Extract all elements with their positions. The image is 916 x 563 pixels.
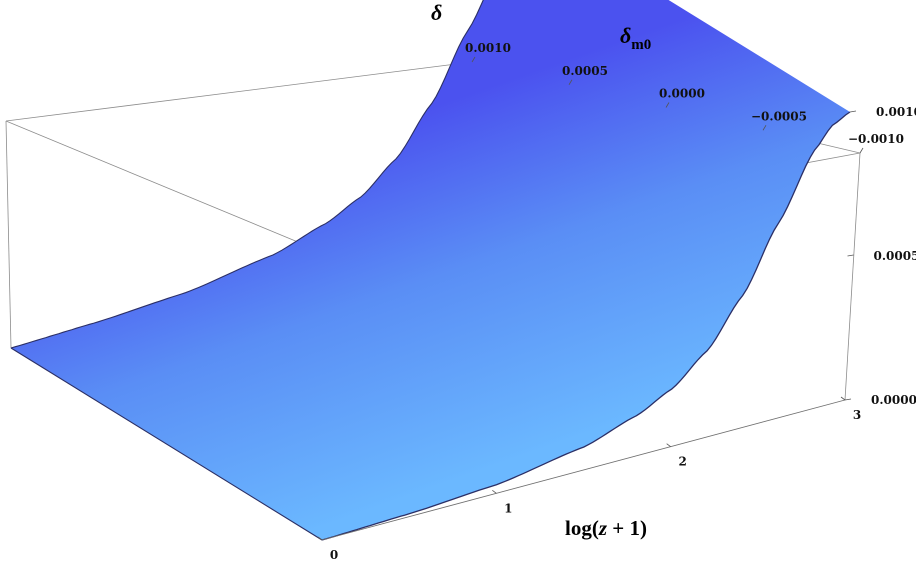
z-tick-label-mark (849, 110, 857, 113)
x-tick-label-mark (666, 443, 671, 447)
x-axis-label: log(z + 1) (565, 516, 647, 540)
x-tick-label: 1 (504, 501, 512, 515)
surface-edge-back (10, 0, 484, 349)
z-tick-label-mark (847, 254, 854, 257)
z-axis-label: δ (431, 0, 442, 25)
y-tick-label-mark (762, 125, 767, 131)
z-tick-label: 0.0000 (871, 393, 916, 407)
y-axis-label: δm0 (620, 23, 651, 53)
y-tick-label: 0.0010 (465, 41, 511, 55)
x-tick-label: 2 (679, 455, 687, 469)
x-axis-ticks: 0 1 2 3 (317, 396, 861, 562)
y-tick-label-mark (665, 102, 670, 108)
surface-edge-front (321, 111, 851, 541)
x-tick-label-mark (492, 490, 497, 494)
y-tick-label-mark (471, 56, 476, 63)
x-tick-label-mark (317, 536, 323, 541)
bounding-box-front (321, 399, 846, 541)
surface (10, 0, 851, 541)
y-tick-label-mark (568, 79, 573, 85)
z-tick-label: 0.0005 (874, 249, 916, 263)
y-axis-ticks: 0.0010 0.0005 0.0000 −0.0005 −0.0010 (465, 41, 904, 154)
z-tick-label: 0.0010 (876, 105, 916, 119)
x-tick-label: 0 (330, 548, 338, 562)
surface-edge-left (10, 347, 323, 541)
y-tick-label: 0.0005 (562, 64, 608, 78)
z-tick-label-mark (844, 398, 852, 401)
y-tick-label: −0.0010 (848, 132, 904, 146)
x-tick-label-mark (840, 396, 846, 401)
y-tick-label: 0.0000 (659, 87, 705, 101)
z-axis-ticks: 0.0000 0.0005 0.0010 (844, 105, 916, 407)
y-tick-label-mark (859, 147, 864, 154)
y-tick-label: −0.0005 (751, 109, 807, 123)
surface-sheet (11, 0, 850, 540)
x-tick-label: 3 (853, 408, 861, 422)
